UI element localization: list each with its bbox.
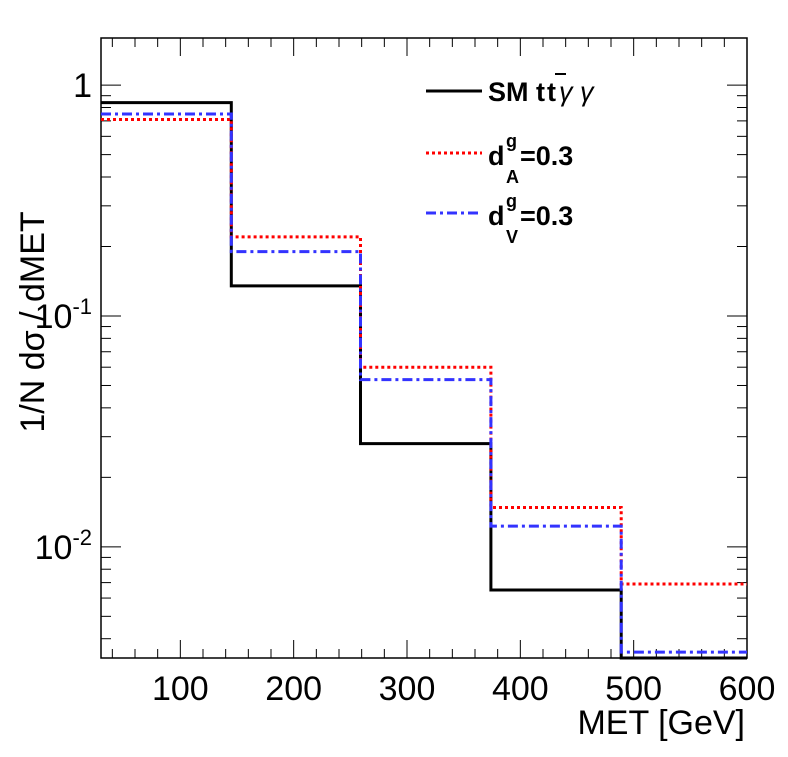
x-tick-label: 300 <box>379 670 436 708</box>
legend-label-da-main: d <box>488 141 505 171</box>
legend-label-da-sup: g <box>506 131 517 151</box>
x-tick-label: 400 <box>492 670 549 708</box>
series-line-da <box>101 118 747 586</box>
x-tick-label: 100 <box>152 670 209 708</box>
x-tick-label: 500 <box>605 670 662 708</box>
legend-label-dv-main: d <box>488 201 505 231</box>
legend: SM tt γ γ d g A =0.3 d g V =0.3 <box>426 73 595 247</box>
y-tick-labels: 1 10-1 10-2 <box>35 67 92 567</box>
legend-label-dv-sup: g <box>506 191 517 211</box>
x-tick-labels: 100 200 300 400 500 600 <box>152 670 775 708</box>
x-axis-title: MET [GeV] <box>577 704 745 742</box>
y-tick-label: 1 <box>73 67 92 105</box>
series-line-dv <box>101 112 747 654</box>
x-tick-label: 200 <box>265 670 322 708</box>
y-tick-label: 10-1 <box>35 294 92 336</box>
y-axis-title: 1/N dσ / dMET <box>14 211 52 432</box>
legend-label-da-value: =0.3 <box>520 141 573 171</box>
legend-label-dv-value: =0.3 <box>520 201 573 231</box>
plot-frame <box>100 37 748 659</box>
histogram-series <box>101 101 747 660</box>
legend-label-dv-sub: V <box>506 227 518 247</box>
axis-ticks <box>101 38 748 658</box>
y-tick-label: 10-2 <box>35 525 92 567</box>
legend-label-sm: SM tt γ γ <box>488 77 595 107</box>
x-tick-label: 600 <box>719 670 776 708</box>
legend-label-da-sub: A <box>506 167 519 187</box>
